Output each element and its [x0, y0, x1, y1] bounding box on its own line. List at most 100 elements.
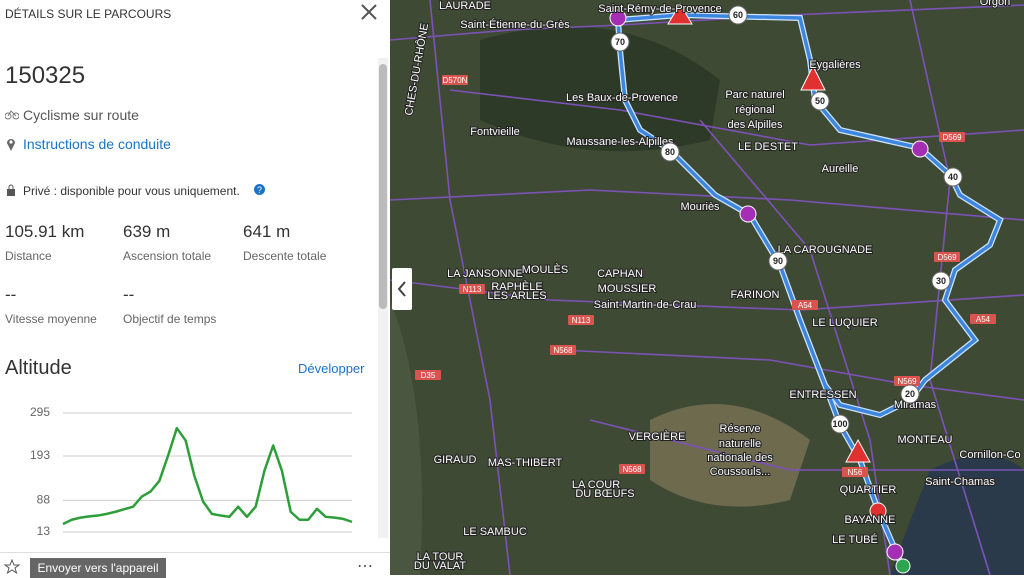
privacy: Privé : disponible pour vous uniquement.: [23, 184, 240, 198]
stat-label: Distance: [5, 249, 52, 263]
road-label: D569: [937, 253, 957, 262]
km-label: 20: [905, 389, 915, 399]
place-label: Saint-Chamas: [925, 476, 995, 488]
km-marker: [810, 91, 830, 111]
y-tick-label: 13: [37, 524, 51, 537]
hills: [480, 26, 720, 152]
activity: Cyclisme sur route: [23, 107, 139, 123]
place-label: CAPHAN: [597, 268, 643, 280]
place-label: LAURADE: [439, 0, 491, 12]
place-label: LE DESTET: [738, 141, 798, 153]
directions-link[interactable]: Instructions de conduite: [23, 136, 171, 152]
road-shield: [894, 376, 920, 386]
place-label: LA JANSONNE: [447, 268, 523, 280]
km-marker: [768, 251, 788, 271]
road-shield: [550, 345, 576, 355]
place-label: MOULÈS: [522, 263, 568, 276]
km-marker: [660, 142, 680, 162]
place-label: Maussane-les-Alpilles: [567, 136, 674, 148]
place-label: naturelle: [719, 438, 761, 450]
place-label: VERGIÈRE: [629, 430, 686, 443]
road-label: D569: [942, 133, 962, 142]
km-marker: [728, 5, 748, 25]
expand-link[interactable]: Développer: [298, 361, 365, 376]
side-panel: DÉTAILS SUR LE PARCOURS 150325 Cyclisme …: [0, 0, 390, 578]
road-shield: [934, 252, 960, 262]
place-label: nationale des: [707, 452, 773, 464]
road-shield: [619, 464, 645, 474]
place-label: LE SAMBUC: [463, 526, 527, 538]
km-marker: [610, 32, 630, 52]
km-label: 80: [665, 147, 675, 157]
km-label: 100: [832, 419, 847, 429]
collapse-chevron: [397, 281, 406, 297]
place-label: Réserve: [720, 423, 761, 435]
road-shield: [568, 315, 594, 325]
km-marker: [830, 414, 850, 434]
place-label: BAYANNE: [845, 514, 896, 526]
stat-value: 105.91 km: [5, 222, 85, 241]
place-label: Les Baux-de-Provence: [566, 92, 678, 104]
road-label: D570N: [443, 76, 468, 85]
place-label: LE TUBÉ: [832, 533, 878, 546]
road-label: D35: [421, 371, 436, 380]
send-button[interactable]: Envoyer vers l'appareil: [30, 558, 166, 578]
place-label: Miramas: [894, 399, 937, 411]
place-label: LA COUR: [572, 479, 620, 491]
road-shield: [459, 284, 485, 294]
place-label: QUARTIER: [840, 484, 897, 496]
km-marker: [931, 271, 951, 291]
more-menu[interactable]: ⋯: [357, 558, 373, 575]
y-tick-label: 193: [30, 448, 50, 462]
road-label: N56: [848, 468, 863, 477]
place-label: Cornillon-Co: [959, 449, 1020, 461]
place-label: Eygalières: [809, 59, 861, 71]
panel-title: DÉTAILS SUR LE PARCOURS: [5, 7, 172, 21]
markers: [609, 3, 929, 574]
road-shield: [842, 467, 868, 477]
road-shield: [970, 314, 996, 324]
y-tick-label: 88: [37, 493, 51, 507]
km-label: 50: [815, 96, 825, 106]
pin-icon: [7, 139, 15, 151]
place-label: ENTRESSEN: [789, 389, 856, 401]
stat-value: --: [5, 285, 17, 304]
close-button[interactable]: [360, 3, 378, 21]
place-label: MOUSSIER: [598, 283, 657, 295]
help-icon[interactable]: ?: [254, 184, 265, 195]
km-label: 70: [615, 37, 625, 47]
lock-icon: [7, 184, 15, 196]
place-label: Saint-Étienne-du-Grès: [460, 18, 570, 31]
road-shield: [415, 370, 441, 380]
place-label: RAPHÈLE: [491, 280, 542, 293]
place-label: MAS-THIBERT: [488, 457, 563, 469]
lake: [890, 455, 1024, 575]
km-label: 60: [733, 10, 743, 20]
km-marker: [900, 384, 920, 404]
place-label: Saint-Rémy-de-Provence: [598, 3, 722, 15]
place-label: LA CAROUGNADE: [778, 244, 873, 256]
place-label: DU BŒUFS: [575, 488, 634, 500]
bike-icon: [5, 110, 19, 120]
road-label: N568: [622, 465, 642, 474]
place-label: LES ARLES: [487, 290, 546, 302]
place-label: Saint-Martin-de-Crau: [594, 299, 697, 311]
place-label: LE LUQUIER: [812, 317, 877, 329]
route-name: 150325: [5, 62, 86, 89]
road-shield: [442, 75, 468, 85]
place-label: Orgon: [980, 0, 1011, 8]
place-label: Fontvieille: [470, 126, 520, 138]
stat-value: 641 m: [243, 222, 291, 241]
stat-value: 639 m: [123, 222, 171, 241]
road-label: N113: [572, 316, 591, 325]
place-label: Mouriès: [680, 201, 720, 213]
scrollbar: [378, 58, 388, 538]
collapse-button[interactable]: [392, 268, 412, 310]
road-shield: [792, 300, 818, 310]
place-label: MONTEAU: [898, 434, 953, 446]
star-icon[interactable]: [4, 559, 20, 575]
road-label: N113: [463, 285, 482, 294]
place-label: LA TOUR: [417, 551, 464, 563]
svg-text:?: ?: [257, 185, 262, 195]
